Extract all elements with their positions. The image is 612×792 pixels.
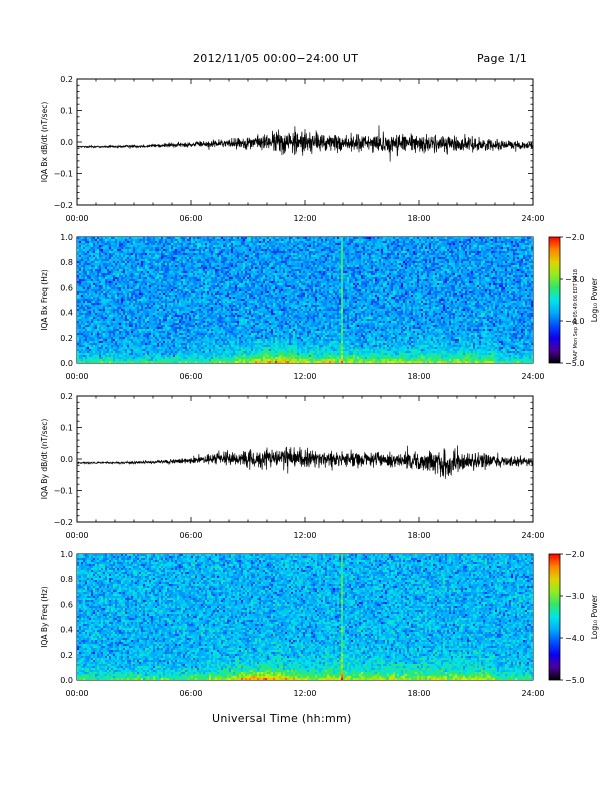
- x-tick-label: 24:00: [521, 531, 544, 540]
- x-tick-label: 00:00: [65, 214, 88, 223]
- y-tick-label: 0.0: [60, 676, 73, 685]
- colorbar-tick-label: −4.0: [565, 317, 584, 326]
- x-tick-label: 18:00: [407, 531, 430, 540]
- panel-3: [76, 395, 534, 523]
- colorbar: [548, 236, 561, 364]
- y-tick-label: 0.8: [60, 575, 73, 584]
- x-tick-label: 06:00: [179, 372, 202, 381]
- colorbar-tick-label: −5.0: [565, 359, 584, 368]
- y-tick-label: 0.2: [60, 334, 73, 343]
- x-tick-label: 06:00: [179, 689, 202, 698]
- x-tick-label: 18:00: [407, 214, 430, 223]
- y-tick-label: 0.2: [60, 651, 73, 660]
- y-tick-label: 0.4: [60, 626, 73, 635]
- generation-stamp: AAF Mon Sep 10 05:49:06 EDT 2018: [573, 269, 579, 360]
- colorbar-label: Log₁₀ Power: [590, 277, 599, 322]
- colorbar-tick-label: −3.0: [565, 592, 584, 601]
- x-tick-label: 06:00: [179, 214, 202, 223]
- page-number: Page 1/1: [477, 52, 528, 65]
- y-tick-label: 0.2: [60, 75, 73, 84]
- x-tick-label: 12:00: [293, 214, 316, 223]
- by-spectrogram-image: [77, 554, 533, 680]
- y-tick-label: 0.4: [60, 309, 73, 318]
- y-tick-label: 0.1: [60, 424, 73, 433]
- bx-spectrogram-image: [77, 237, 533, 363]
- time-series-trace: [76, 445, 534, 479]
- x-tick-label: 18:00: [407, 372, 430, 381]
- y-axis-label: IQA By dB/dt (nT/sec): [40, 419, 49, 500]
- y-tick-label: 0.1: [60, 107, 73, 116]
- y-tick-label: 0.0: [60, 359, 73, 368]
- y-tick-label: 1.0: [60, 550, 73, 559]
- colorbar-tick-label: −2.0: [565, 550, 584, 559]
- y-tick-label: 0.2: [60, 392, 73, 401]
- x-tick-label: 00:00: [65, 689, 88, 698]
- colorbar-tick-label: −2.0: [565, 233, 584, 242]
- y-tick-label: 0.0: [60, 138, 73, 147]
- y-axis-label: IQA Bx dB/dt (nT/sec): [40, 102, 49, 183]
- x-tick-label: 00:00: [65, 372, 88, 381]
- y-tick-label: 0.8: [60, 258, 73, 267]
- x-tick-label: 12:00: [293, 531, 316, 540]
- plot-date-title: 2012/11/05 00:00−24:00 UT: [193, 52, 359, 65]
- x-tick-label: 12:00: [293, 372, 316, 381]
- colorbar: [548, 553, 561, 681]
- y-tick-label: 0.6: [60, 600, 73, 609]
- x-tick-label: 00:00: [65, 531, 88, 540]
- y-axis-label: IQA Bx Freq (Hz): [40, 269, 49, 331]
- time-series-trace: [76, 125, 534, 162]
- x-tick-label: 24:00: [521, 214, 544, 223]
- y-tick-label: −0.1: [54, 487, 73, 496]
- x-tick-label: 06:00: [179, 531, 202, 540]
- colorbar-label: Log₁₀ Power: [590, 594, 599, 639]
- x-tick-label: 12:00: [293, 689, 316, 698]
- colorbar-tick-label: −5.0: [565, 676, 584, 685]
- y-tick-label: 0.6: [60, 283, 73, 292]
- colorbar-tick-label: −3.0: [565, 275, 584, 284]
- y-tick-label: 0.0: [60, 455, 73, 464]
- x-tick-label: 24:00: [521, 372, 544, 381]
- y-tick-label: −0.2: [54, 201, 73, 210]
- y-tick-label: −0.1: [54, 170, 73, 179]
- x-axis-title: Universal Time (hh:mm): [212, 712, 352, 725]
- y-tick-label: −0.2: [54, 518, 73, 527]
- x-tick-label: 24:00: [521, 689, 544, 698]
- panel-1: [76, 78, 534, 206]
- y-axis-label: IQA By Freq (Hz): [40, 586, 49, 648]
- y-tick-label: 1.0: [60, 233, 73, 242]
- x-tick-label: 18:00: [407, 689, 430, 698]
- colorbar-tick-label: −4.0: [565, 634, 584, 643]
